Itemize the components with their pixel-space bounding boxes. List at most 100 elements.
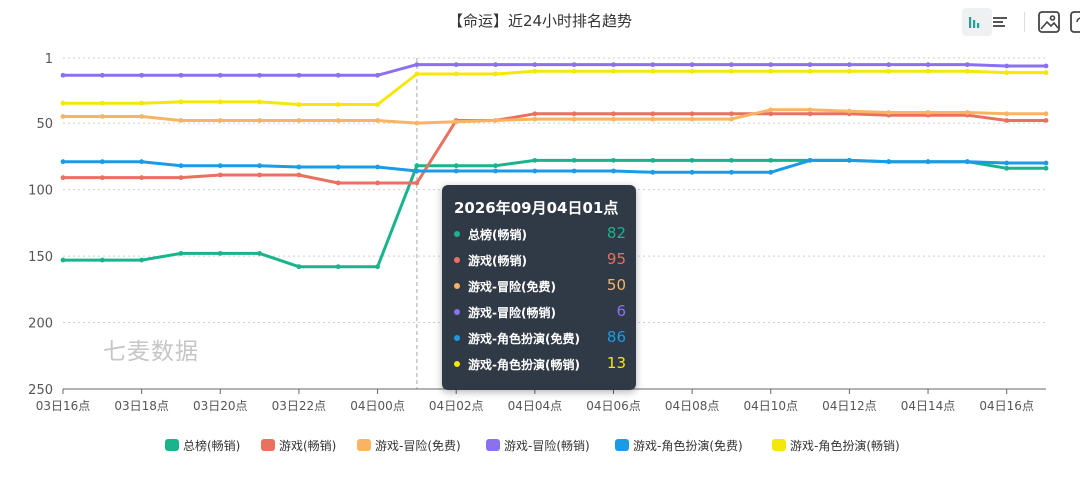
legend-swatch xyxy=(615,439,629,451)
data-point xyxy=(1004,111,1010,117)
chart-legend: 总榜(畅销) 游戏(畅销) 游戏-冒险(免费) 游戏-冒险(畅销) 游戏-角色扮演(免费… xyxy=(0,436,1080,456)
series-3 xyxy=(60,62,1049,78)
x-tick-label: 03日18点 xyxy=(114,399,169,413)
data-point xyxy=(1043,111,1049,117)
series-line xyxy=(63,108,1046,125)
data-point xyxy=(847,108,852,114)
data-point xyxy=(99,100,105,106)
data-point xyxy=(571,62,577,68)
data-point xyxy=(99,72,105,78)
y-tick-label: 100 xyxy=(28,184,53,199)
data-point xyxy=(886,62,892,68)
data-point xyxy=(964,68,970,74)
series-1 xyxy=(60,111,1049,186)
data-point xyxy=(178,163,184,169)
data-point xyxy=(689,169,695,175)
data-point xyxy=(139,175,145,181)
data-point xyxy=(296,72,302,78)
series-4 xyxy=(60,157,1049,175)
data-point xyxy=(335,72,341,78)
data-point xyxy=(1043,63,1049,69)
legend-label: 总榜(畅销) xyxy=(183,439,241,453)
data-point xyxy=(729,169,734,175)
data-point xyxy=(139,257,145,263)
y-tick-label: 250 xyxy=(28,383,53,398)
data-point xyxy=(847,68,852,74)
tooltip-row: 游戏-冒险(免费) 50 xyxy=(454,276,626,296)
data-point xyxy=(335,118,341,123)
data-point xyxy=(60,257,66,263)
legend-swatch xyxy=(486,439,500,451)
data-point xyxy=(375,180,380,186)
data-point xyxy=(689,111,695,117)
data-point xyxy=(375,72,380,78)
tooltip-title: 2026年09月04日01点 xyxy=(454,199,619,217)
data-point xyxy=(257,99,262,105)
chart-toolbar xyxy=(0,8,1080,38)
data-point xyxy=(611,157,616,163)
data-point xyxy=(611,111,616,117)
series-5 xyxy=(60,68,1049,107)
data-point xyxy=(296,118,302,123)
data-point xyxy=(60,114,66,119)
series-line xyxy=(63,69,1046,106)
data-point xyxy=(1004,63,1010,69)
data-point xyxy=(257,118,262,123)
data-point xyxy=(571,157,577,163)
tooltip-series-value: 86 xyxy=(606,328,626,346)
data-point xyxy=(217,72,223,78)
data-point xyxy=(1043,165,1049,171)
data-point xyxy=(1043,70,1049,76)
data-point xyxy=(217,172,223,178)
data-point xyxy=(335,102,341,107)
refresh-icon[interactable] xyxy=(1066,8,1080,36)
data-point xyxy=(375,118,380,123)
data-point xyxy=(414,71,420,77)
data-point xyxy=(964,110,970,115)
tooltip-row: 游戏-角色扮演(免费) 86 xyxy=(454,328,626,348)
legend-label: 游戏-角色扮演(畅销) xyxy=(790,439,900,453)
series-dot-icon xyxy=(454,283,460,289)
data-point xyxy=(532,111,538,117)
legend-swatch xyxy=(772,439,786,451)
tooltip-series-name: 游戏(畅销) xyxy=(468,254,527,268)
data-point xyxy=(807,62,813,68)
data-point xyxy=(60,175,66,181)
tooltip-series-value: 6 xyxy=(616,302,626,320)
data-point xyxy=(453,163,459,169)
chart-title: 【命运】近24小时排名趋势 xyxy=(447,12,633,30)
data-point xyxy=(807,111,813,117)
data-point xyxy=(807,107,813,113)
series-line xyxy=(63,63,1046,77)
data-point xyxy=(650,68,656,74)
data-point xyxy=(493,71,498,77)
data-point xyxy=(335,264,341,270)
data-point xyxy=(60,100,66,106)
data-point xyxy=(611,68,616,74)
data-point xyxy=(414,168,420,174)
data-point xyxy=(99,257,105,263)
save-image-icon[interactable] xyxy=(1034,8,1064,36)
data-point xyxy=(1043,160,1049,166)
data-point xyxy=(178,118,184,123)
data-point xyxy=(375,264,380,270)
series-dot-icon xyxy=(454,335,460,341)
data-point xyxy=(296,264,302,270)
data-point xyxy=(335,180,341,186)
data-point xyxy=(414,180,420,186)
data-point xyxy=(532,168,538,174)
bar-chart-toggle-icon[interactable] xyxy=(986,8,1016,36)
data-point xyxy=(99,175,105,181)
data-point xyxy=(650,169,656,175)
data-point xyxy=(571,68,577,74)
x-tick-label: 04日12点 xyxy=(822,399,877,413)
data-point xyxy=(925,68,931,74)
data-point xyxy=(139,72,145,78)
series-lines xyxy=(60,62,1049,270)
tooltip-series-value: 13 xyxy=(606,354,626,372)
x-tick-label: 03日20点 xyxy=(193,399,248,413)
data-point xyxy=(729,157,734,163)
line-chart-toggle-icon[interactable] xyxy=(962,8,992,36)
data-point xyxy=(611,168,616,174)
x-tick-label: 04日02点 xyxy=(429,399,484,413)
